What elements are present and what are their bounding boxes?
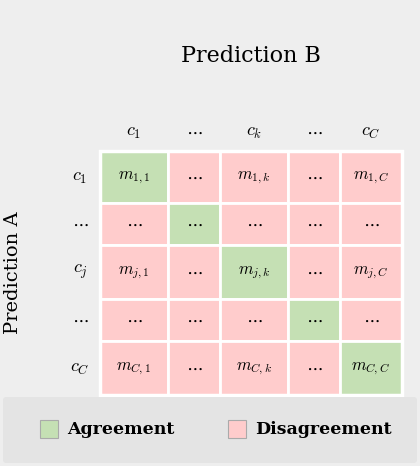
Text: $m_{1,C}$: $m_{1,C}$: [353, 168, 389, 186]
Bar: [100, 151, 168, 203]
Bar: [340, 151, 402, 203]
Text: $\cdots$: $\cdots$: [126, 311, 142, 329]
Text: $\cdots$: $\cdots$: [306, 123, 323, 141]
Text: $\cdots$: $\cdots$: [246, 311, 262, 329]
Text: $\cdots$: $\cdots$: [186, 123, 202, 141]
Bar: [100, 151, 402, 395]
Text: $\cdots$: $\cdots$: [306, 311, 323, 329]
Bar: [100, 341, 168, 395]
Text: $\cdots$: $\cdots$: [186, 263, 202, 281]
Text: $m_{j,1}$: $m_{j,1}$: [118, 263, 150, 281]
Bar: [100, 113, 402, 151]
Bar: [340, 341, 402, 395]
Text: Prediction A: Prediction A: [4, 212, 22, 334]
Bar: [220, 151, 288, 203]
Text: $\cdots$: $\cdots$: [362, 311, 379, 329]
Bar: [340, 203, 402, 245]
Text: $c_k$: $c_k$: [246, 123, 262, 141]
Bar: [220, 203, 288, 245]
Text: $\cdots$: $\cdots$: [246, 215, 262, 233]
FancyBboxPatch shape: [40, 420, 58, 438]
Text: $c_{\mathbf{1}}$: $c_{\mathbf{1}}$: [126, 123, 142, 141]
FancyBboxPatch shape: [3, 397, 417, 463]
Text: Prediction B: Prediction B: [181, 46, 321, 68]
Text: $c_j$: $c_j$: [73, 263, 87, 281]
Text: $\cdots$: $\cdots$: [306, 359, 323, 377]
Bar: [340, 299, 402, 341]
Text: $m_{C,k}$: $m_{C,k}$: [236, 359, 272, 377]
Bar: [340, 245, 402, 299]
Text: $m_{C,C}$: $m_{C,C}$: [352, 359, 391, 377]
Bar: [220, 341, 288, 395]
Bar: [168, 203, 220, 245]
Text: $c_C$: $c_C$: [361, 123, 381, 141]
Text: $\cdots$: $\cdots$: [362, 215, 379, 233]
Bar: [168, 245, 220, 299]
Text: $\cdots$: $\cdots$: [186, 359, 202, 377]
Bar: [100, 299, 168, 341]
Bar: [100, 245, 168, 299]
Bar: [288, 203, 340, 245]
Text: $\cdots$: $\cdots$: [306, 215, 323, 233]
Text: $\cdots$: $\cdots$: [306, 168, 323, 186]
Text: $m_{C,1}$: $m_{C,1}$: [116, 359, 152, 377]
Text: $\cdots$: $\cdots$: [126, 215, 142, 233]
Text: $\cdots$: $\cdots$: [306, 263, 323, 281]
Bar: [168, 341, 220, 395]
Text: Disagreement: Disagreement: [255, 420, 391, 438]
Text: $\cdots$: $\cdots$: [186, 215, 202, 233]
Bar: [168, 151, 220, 203]
Bar: [288, 151, 340, 203]
Bar: [288, 299, 340, 341]
Text: $\cdots$: $\cdots$: [186, 311, 202, 329]
Text: $\cdots$: $\cdots$: [72, 311, 88, 329]
Bar: [288, 341, 340, 395]
Text: Agreement: Agreement: [67, 420, 174, 438]
Text: $c_1$: $c_1$: [72, 168, 87, 186]
Bar: [0, 73, 100, 395]
Text: $c_C$: $c_C$: [70, 359, 90, 377]
Bar: [220, 299, 288, 341]
Bar: [168, 299, 220, 341]
Text: $\cdots$: $\cdots$: [72, 215, 88, 233]
Text: $m_{1,1}$: $m_{1,1}$: [118, 168, 150, 186]
Text: $m_{1,k}$: $m_{1,k}$: [237, 168, 271, 186]
Bar: [220, 245, 288, 299]
FancyBboxPatch shape: [228, 420, 246, 438]
Text: $m_{j,k}$: $m_{j,k}$: [238, 263, 270, 281]
Bar: [288, 245, 340, 299]
Text: $\cdots$: $\cdots$: [186, 168, 202, 186]
Bar: [100, 203, 168, 245]
Text: $m_{j,C}$: $m_{j,C}$: [353, 263, 389, 281]
